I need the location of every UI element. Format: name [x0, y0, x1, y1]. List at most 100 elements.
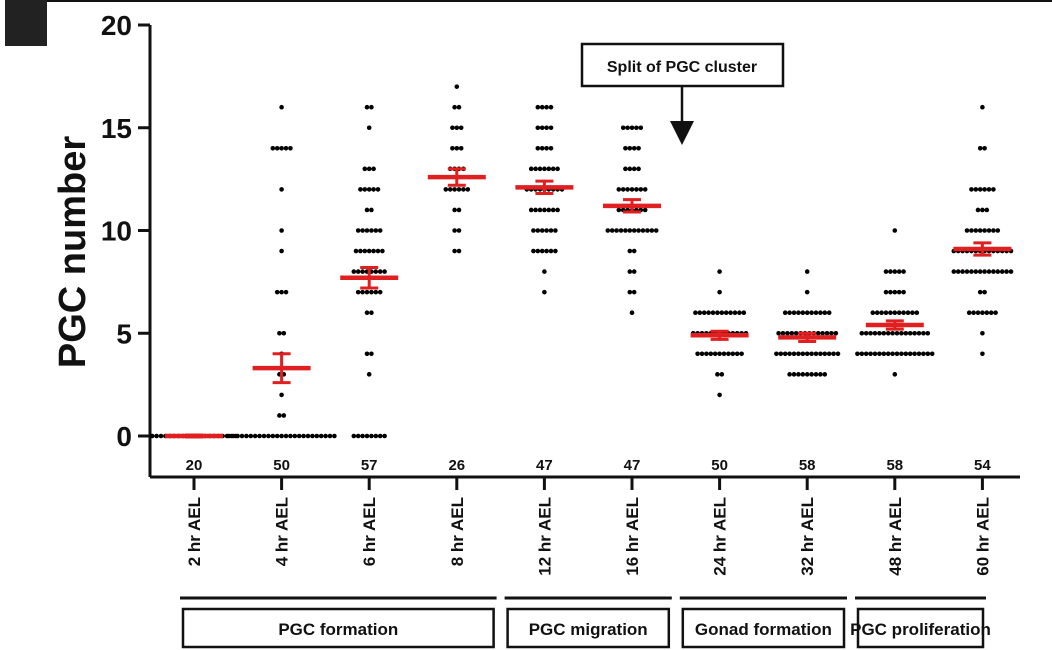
category-label: 4 hr AEL [273, 497, 292, 566]
data-point [991, 228, 996, 233]
data-point [364, 228, 370, 233]
data-point [310, 433, 315, 439]
data-point [270, 146, 276, 151]
data-point [535, 125, 541, 131]
data-point [158, 433, 164, 439]
data-point [550, 207, 556, 213]
data-point [721, 351, 727, 357]
n-label: 54 [974, 457, 991, 474]
data-point [323, 433, 328, 439]
data-point [149, 433, 155, 439]
data-point [885, 330, 891, 336]
data-point [717, 269, 722, 274]
data-point [366, 187, 372, 192]
data-point [537, 166, 543, 172]
data-point [977, 146, 983, 151]
data-point [364, 433, 370, 439]
data-point [638, 187, 644, 192]
data-point [553, 228, 558, 233]
data-point [1004, 269, 1009, 274]
data-point [966, 310, 972, 316]
data-point [539, 125, 545, 131]
data-point [616, 187, 622, 192]
annotation-box [580, 42, 785, 88]
y-tick-label: 10 [101, 216, 132, 247]
data-point [717, 392, 722, 398]
data-point [627, 228, 633, 233]
data-point [274, 433, 280, 439]
data-point [447, 187, 453, 192]
data-point [544, 228, 549, 233]
data-point [774, 351, 779, 357]
data-point [822, 310, 828, 316]
data-point [977, 289, 983, 295]
data-point [382, 269, 387, 274]
data-point [991, 269, 996, 274]
data-point [535, 146, 541, 151]
data-point [636, 228, 641, 233]
data-point [818, 372, 823, 377]
data-point [314, 433, 320, 439]
data-point [892, 372, 898, 377]
data-point [804, 372, 810, 377]
data-point [239, 433, 245, 439]
data-point [614, 228, 619, 233]
data-point [905, 310, 911, 316]
data-point [364, 104, 370, 110]
data-point [355, 289, 361, 295]
data-point [636, 146, 641, 151]
data-point [859, 351, 865, 357]
data-point [377, 228, 383, 233]
data-point [625, 187, 630, 192]
data-point [380, 248, 385, 254]
data-point [642, 207, 648, 213]
data-point [800, 351, 806, 357]
data-point [364, 207, 370, 213]
group-box [506, 607, 671, 649]
data-point [980, 330, 985, 336]
data-point [548, 228, 554, 233]
data-point [533, 207, 538, 213]
data-point [708, 351, 714, 357]
data-point [787, 351, 792, 357]
data-point [903, 351, 909, 357]
data-point [868, 330, 873, 336]
data-point [789, 330, 795, 336]
data-point [364, 351, 370, 357]
data-point [787, 372, 792, 377]
data-point [318, 433, 324, 439]
data-point [248, 433, 254, 439]
data-point [351, 269, 357, 274]
data-point [1008, 269, 1014, 274]
data-point [531, 228, 536, 233]
group-label: PGC proliferation [850, 620, 991, 639]
data-point [279, 228, 284, 233]
data-point [550, 166, 556, 172]
data-point [975, 310, 981, 316]
data-point [544, 125, 549, 131]
data-point [991, 187, 996, 192]
data-point [546, 207, 552, 213]
data-point [739, 351, 744, 357]
data-point [627, 146, 633, 151]
data-point [892, 289, 898, 295]
data-point [699, 351, 705, 357]
data-point [955, 269, 961, 274]
data-point [791, 351, 797, 357]
data-point [296, 433, 302, 439]
data-point [548, 125, 554, 131]
data-point [813, 351, 819, 357]
data-point [355, 228, 361, 233]
data-point [975, 207, 981, 213]
data-point [969, 228, 974, 233]
data-point [456, 248, 462, 254]
data-point [371, 166, 376, 172]
data-point [362, 248, 368, 254]
data-point [623, 166, 628, 172]
data-point [274, 146, 280, 151]
data-point [355, 433, 361, 439]
data-point [697, 310, 703, 316]
data-point [855, 351, 860, 357]
category-label: 24 hr AEL [711, 497, 730, 576]
data-point [888, 289, 893, 295]
